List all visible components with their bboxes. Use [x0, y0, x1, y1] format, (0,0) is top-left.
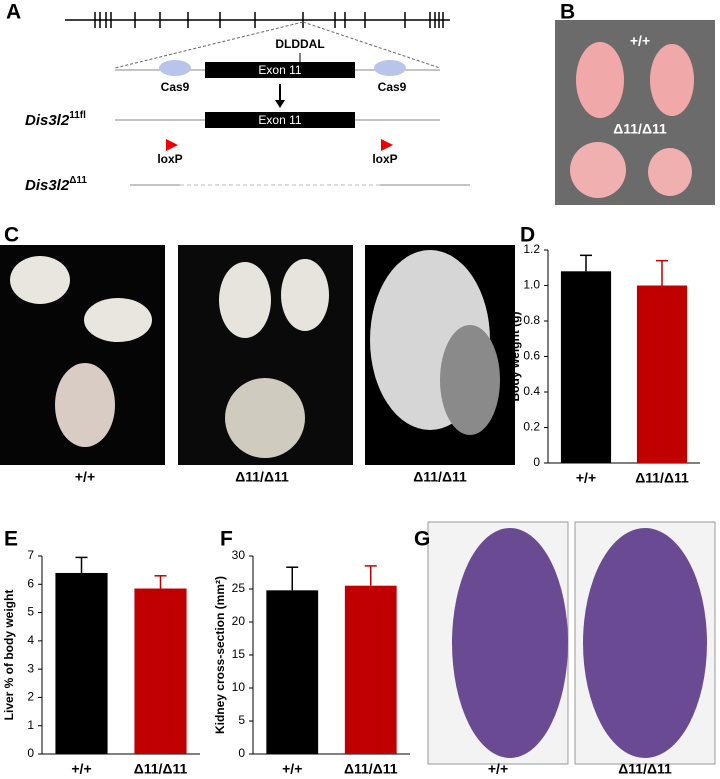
pup [570, 142, 626, 198]
y-tick-label: 1 [27, 718, 34, 732]
genotype-label: Δ11/Δ11 [613, 121, 667, 137]
bar [344, 585, 397, 754]
panel-label: A [6, 1, 21, 24]
panel-label: C [4, 224, 19, 247]
loxp-icon [166, 139, 178, 151]
allele-sup: Δ11 [69, 175, 87, 186]
kidney [10, 256, 70, 304]
y-tick-label: 4 [27, 633, 34, 647]
bar [55, 572, 108, 754]
x-tick-label: Δ11/Δ11 [344, 761, 398, 777]
loxp-icon [381, 139, 393, 151]
zoom-line [302, 21, 441, 69]
bar [134, 588, 187, 754]
photo-b: +/+ Δ11/Δ11 [555, 20, 715, 205]
motif-label: DLDDAL [275, 37, 324, 51]
cas9-label: Cas9 [161, 80, 190, 94]
y-tick-label: 15 [232, 647, 246, 661]
allele-sup: 11fl [69, 110, 86, 121]
bar [266, 590, 319, 754]
x-tick-label: +/+ [576, 470, 596, 486]
panel-label: G [414, 528, 430, 551]
y-axis-label: Kidney cross-section (mm²) [213, 576, 227, 734]
zoom-line [114, 21, 304, 69]
bladder [55, 363, 115, 447]
panel-label: E [4, 528, 18, 551]
kidney [219, 262, 271, 338]
kidney [281, 259, 329, 331]
x-tick-label: +/+ [282, 761, 302, 777]
cas9-icon [374, 60, 406, 76]
pup [648, 148, 692, 196]
y-tick-label: 0.2 [523, 420, 540, 434]
y-tick-label: 20 [232, 614, 246, 628]
y-tick-label: 10 [232, 680, 246, 694]
kidney [84, 298, 152, 342]
exon-label: Exon 11 [258, 113, 301, 127]
kidney-section [452, 528, 568, 758]
cas9-icon [159, 60, 191, 76]
panel-label: F [220, 528, 233, 551]
pup [650, 44, 694, 116]
allele-name: Dis3l2 [25, 177, 70, 194]
genotype-label: Δ11/Δ11 [235, 469, 289, 485]
exon-box [205, 112, 355, 128]
y-tick-label: 0 [27, 746, 34, 760]
kidney-section [583, 528, 707, 758]
y-tick-label: 0.6 [523, 349, 540, 363]
photo-g: +/+ Δ11/Δ11 [427, 521, 716, 777]
y-tick-label: 1.2 [523, 242, 540, 256]
bladder [225, 378, 305, 458]
y-tick-label: 7 [27, 548, 34, 562]
y-tick-label: 30 [232, 548, 246, 562]
photo-c: +/+ Δ11/Δ11 Δ11/Δ11 [0, 245, 515, 485]
x-tick-label: Δ11/Δ11 [635, 470, 689, 486]
exon-ticks [94, 12, 444, 28]
bar [636, 285, 688, 463]
y-tick-label: 2 [27, 690, 34, 704]
genotype-label: Δ11/Δ11 [413, 469, 467, 485]
genotype-label: +/+ [630, 33, 650, 49]
y-tick-label: 0 [533, 455, 540, 469]
bar [560, 271, 612, 463]
pup [576, 42, 624, 118]
panel-label: D [520, 224, 535, 247]
y-tick-label: 0.4 [523, 384, 540, 398]
cas9-label: Cas9 [378, 80, 407, 94]
loxp-label: loxP [157, 152, 182, 166]
y-tick-label: 6 [27, 576, 34, 590]
allele-label: Dis3l2Δ11 [25, 175, 87, 194]
y-axis-label: Liver % of body weight [2, 590, 16, 721]
genotype-label: +/+ [488, 761, 508, 777]
y-tick-label: 3 [27, 661, 34, 675]
y-tick-label: 0 [238, 746, 245, 760]
exon-box [205, 62, 355, 78]
hydronephrosis [440, 325, 500, 435]
genotype-label: Δ11/Δ11 [618, 761, 672, 777]
y-tick-label: 25 [232, 581, 246, 595]
y-tick-label: 5 [238, 713, 245, 727]
x-tick-label: Δ11/Δ11 [134, 761, 188, 777]
y-tick-label: 0.8 [523, 313, 540, 327]
arrow-head [275, 100, 285, 108]
x-tick-label: +/+ [71, 761, 91, 777]
gene-diagram: Exon 11 DLDDAL Cas9 Cas9 Dis3l211fl Exon… [25, 12, 470, 194]
allele-name: Dis3l2 [25, 112, 70, 129]
exon-label: Exon 11 [258, 63, 301, 77]
allele-label: Dis3l211fl [25, 110, 86, 129]
loxp-label: loxP [372, 152, 397, 166]
genotype-label: +/+ [75, 469, 95, 485]
panel-label: B [560, 1, 575, 24]
y-axis-label: Body weight (g) [508, 312, 522, 402]
y-tick-label: 1.0 [523, 278, 540, 292]
y-tick-label: 5 [27, 605, 34, 619]
